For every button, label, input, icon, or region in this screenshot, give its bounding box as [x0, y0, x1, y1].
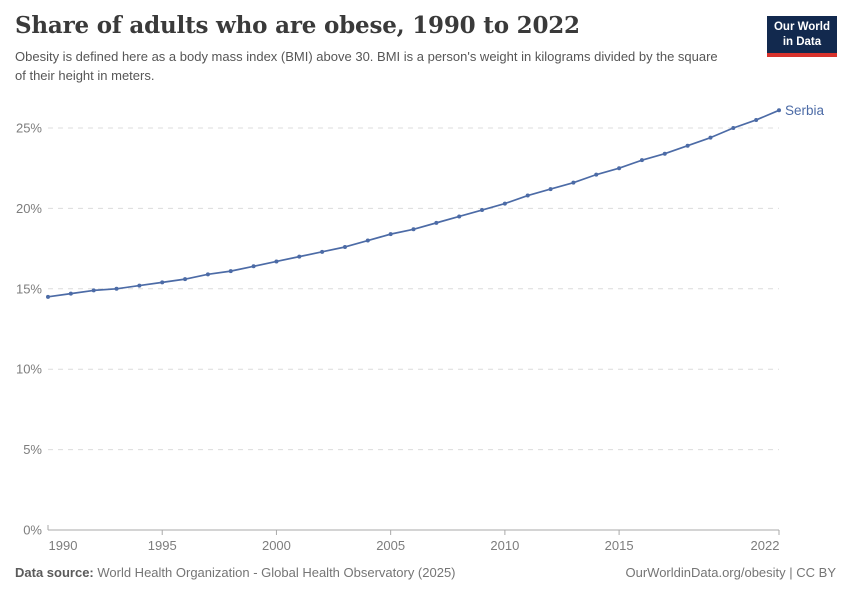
data-point[interactable]	[731, 126, 736, 130]
data-point[interactable]	[160, 280, 165, 285]
data-point[interactable]	[434, 220, 439, 225]
x-tick-label: 2010	[490, 538, 519, 553]
data-point[interactable]	[662, 151, 667, 156]
y-tick-label: 5%	[23, 442, 42, 457]
y-tick-label: 25%	[16, 121, 42, 136]
data-point[interactable]	[594, 172, 599, 177]
data-point[interactable]	[777, 108, 781, 113]
data-point[interactable]	[685, 143, 690, 148]
line-chart[interactable]: 0% 5% 10% 15% 20% 25% 1990 1995 2000 2005 2010 2015…	[0, 95, 850, 565]
x-tick-label: 2005	[376, 538, 405, 553]
x-tick-label: 1995	[148, 538, 177, 553]
data-point[interactable]	[365, 238, 370, 243]
owid-logo-line2: in Data	[782, 35, 822, 48]
data-point[interactable]	[411, 227, 416, 232]
data-point[interactable]	[525, 193, 530, 198]
chart-footer: Data source: World Health Organization -…	[15, 565, 836, 580]
x-tick-label: 2000	[262, 538, 291, 553]
chart-subtitle: Obesity is defined here as a body mass i…	[15, 49, 718, 83]
data-point[interactable]	[480, 208, 485, 213]
data-point[interactable]	[617, 166, 622, 171]
y-tick-label: 10%	[16, 362, 42, 377]
data-point[interactable]	[754, 117, 759, 122]
data-point[interactable]	[251, 264, 256, 269]
data-point[interactable]	[205, 272, 210, 277]
data-source-text: World Health Organization - Global Healt…	[93, 565, 456, 580]
chart-area: 0% 5% 10% 15% 20% 25% 1990 1995 2000 2005 2010 2015…	[0, 95, 850, 570]
y-tick-label: 0%	[23, 523, 42, 538]
y-tick-label: 15%	[16, 281, 42, 296]
owid-logo: Our World in Data	[766, 16, 837, 57]
page-title: Share of adults who are obese, 1990 to 2…	[15, 12, 580, 39]
data-point[interactable]	[639, 158, 644, 163]
data-point[interactable]	[320, 249, 325, 254]
data-point[interactable]	[342, 244, 347, 249]
data-point[interactable]	[91, 288, 96, 293]
data-point[interactable]	[114, 286, 119, 291]
data-point[interactable]	[388, 232, 393, 237]
data-source-label: Data source:	[15, 565, 94, 580]
data-source: Data source: World Health Organization -…	[15, 565, 456, 580]
data-point[interactable]	[228, 269, 233, 274]
x-tick-label: 2022	[751, 538, 780, 553]
footer-link[interactable]: OurWorldinData.org/obesity | CC BY	[625, 565, 837, 580]
data-point[interactable]	[297, 254, 302, 259]
data-point[interactable]	[502, 201, 507, 206]
data-point[interactable]	[457, 214, 462, 219]
data-point[interactable]	[708, 135, 713, 140]
x-tick-label: 2015	[605, 538, 634, 553]
data-point[interactable]	[274, 259, 279, 264]
data-point[interactable]	[137, 283, 142, 288]
data-point[interactable]	[183, 277, 188, 282]
data-line[interactable]	[47, 109, 780, 298]
data-point[interactable]	[68, 291, 73, 296]
data-point[interactable]	[548, 187, 553, 192]
x-tick-label: 1990	[49, 538, 78, 553]
chart-header: Share of adults who are obese, 1990 to 2…	[15, 12, 760, 86]
data-point[interactable]	[46, 294, 50, 299]
series-label: Serbia	[785, 103, 825, 118]
data-point[interactable]	[571, 180, 576, 185]
y-tick-label: 20%	[16, 201, 42, 216]
owid-logo-line1: Our World	[773, 21, 830, 33]
